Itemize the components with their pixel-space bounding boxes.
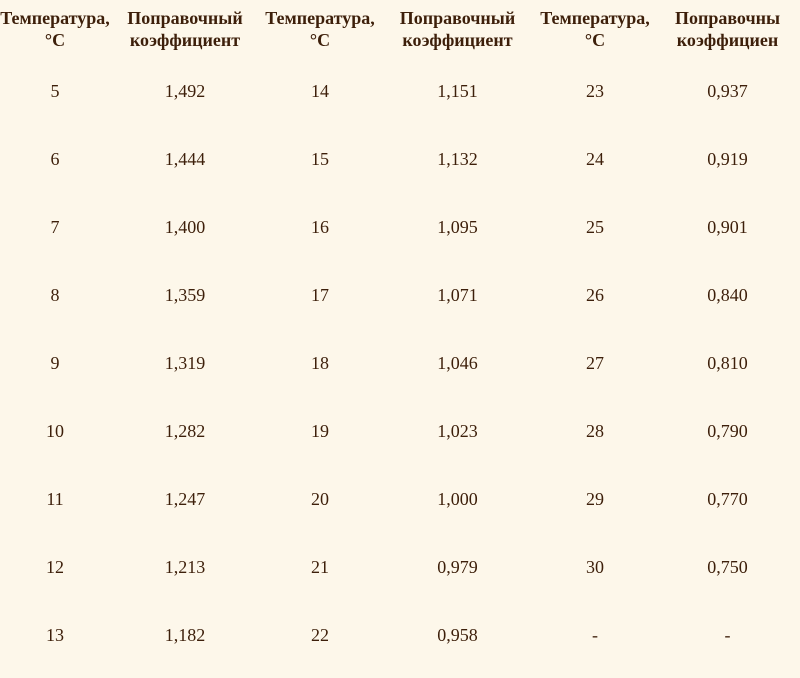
cell-coef: 0,958 [380,601,535,669]
cell-coef: 1,359 [110,261,260,329]
cell-temp: 10 [0,397,110,465]
table-row: 7 1,400 16 1,095 25 0,901 [0,193,800,261]
cell-temp: 22 [260,601,380,669]
cell-coef: 1,095 [380,193,535,261]
col-header-coef-1: Поправочный коэффициент [110,8,260,57]
cell-coef: 1,444 [110,125,260,193]
table-row: 9 1,319 18 1,046 27 0,810 [0,329,800,397]
cell-temp: 11 [0,465,110,533]
col-header-line1: Температура, [0,8,110,30]
cell-coef: 0,979 [380,533,535,601]
cell-coef: 0,750 [655,533,800,601]
cell-coef: 0,790 [655,397,800,465]
col-header-temp-3: Температура, °C [535,8,655,57]
cell-coef: 1,319 [110,329,260,397]
cell-temp: 18 [260,329,380,397]
col-header-coef-3: Поправочны коэффициен [655,8,800,57]
cell-coef: 0,901 [655,193,800,261]
cell-coef: 1,071 [380,261,535,329]
cell-coef: 0,840 [655,261,800,329]
table-row: 5 1,492 14 1,151 23 0,937 [0,57,800,125]
cell-temp: 15 [260,125,380,193]
cell-coef: 1,151 [380,57,535,125]
table-row: 8 1,359 17 1,071 26 0,840 [0,261,800,329]
col-header-temp-1: Температура, °C [0,8,110,57]
cell-temp: 16 [260,193,380,261]
cell-temp: 6 [0,125,110,193]
cell-temp: 17 [260,261,380,329]
cell-coef: 0,937 [655,57,800,125]
table-row: 12 1,213 21 0,979 30 0,750 [0,533,800,601]
cell-coef: 1,492 [110,57,260,125]
cell-temp: 8 [0,261,110,329]
cell-coef: 1,247 [110,465,260,533]
col-header-line1: Температура, [535,8,655,30]
col-header-line2: коэффициен [655,30,800,52]
table-row: 13 1,182 22 0,958 - - [0,601,800,669]
cell-coef: 1,282 [110,397,260,465]
col-header-line2: °C [535,30,655,52]
cell-coef: 0,919 [655,125,800,193]
cell-temp: 14 [260,57,380,125]
cell-coef: 1,046 [380,329,535,397]
col-header-line2: коэффициент [380,30,535,52]
cell-temp: 25 [535,193,655,261]
cell-temp: 5 [0,57,110,125]
col-header-line2: коэффициент [110,30,260,52]
table-header-row: Температура, °C Поправочный коэффициент … [0,8,800,57]
cell-temp: 21 [260,533,380,601]
col-header-line1: Поправочный [380,8,535,30]
cell-coef: - [655,601,800,669]
cell-coef: 1,023 [380,397,535,465]
cell-temp: 24 [535,125,655,193]
cell-temp: 27 [535,329,655,397]
cell-temp: 28 [535,397,655,465]
col-header-line2: °C [0,30,110,52]
cell-temp: - [535,601,655,669]
cell-temp: 23 [535,57,655,125]
table-row: 11 1,247 20 1,000 29 0,770 [0,465,800,533]
table-row: 10 1,282 19 1,023 28 0,790 [0,397,800,465]
col-header-temp-2: Температура, °C [260,8,380,57]
table-body: 5 1,492 14 1,151 23 0,937 6 1,444 15 1,1… [0,57,800,669]
cell-coef: 1,000 [380,465,535,533]
cell-coef: 1,400 [110,193,260,261]
col-header-line1: Температура, [260,8,380,30]
col-header-coef-2: Поправочный коэффициент [380,8,535,57]
correction-table: Температура, °C Поправочный коэффициент … [0,8,800,669]
cell-temp: 20 [260,465,380,533]
cell-temp: 19 [260,397,380,465]
cell-temp: 7 [0,193,110,261]
cell-coef: 0,810 [655,329,800,397]
cell-coef: 0,770 [655,465,800,533]
col-header-line1: Поправочный [110,8,260,30]
cell-coef: 1,213 [110,533,260,601]
cell-temp: 12 [0,533,110,601]
col-header-line1: Поправочны [655,8,800,30]
cell-temp: 29 [535,465,655,533]
cell-temp: 30 [535,533,655,601]
cell-temp: 13 [0,601,110,669]
table-row: 6 1,444 15 1,132 24 0,919 [0,125,800,193]
cell-temp: 26 [535,261,655,329]
col-header-line2: °C [260,30,380,52]
table-wrapper: Температура, °C Поправочный коэффициент … [0,0,800,669]
cell-coef: 1,182 [110,601,260,669]
cell-temp: 9 [0,329,110,397]
cell-coef: 1,132 [380,125,535,193]
